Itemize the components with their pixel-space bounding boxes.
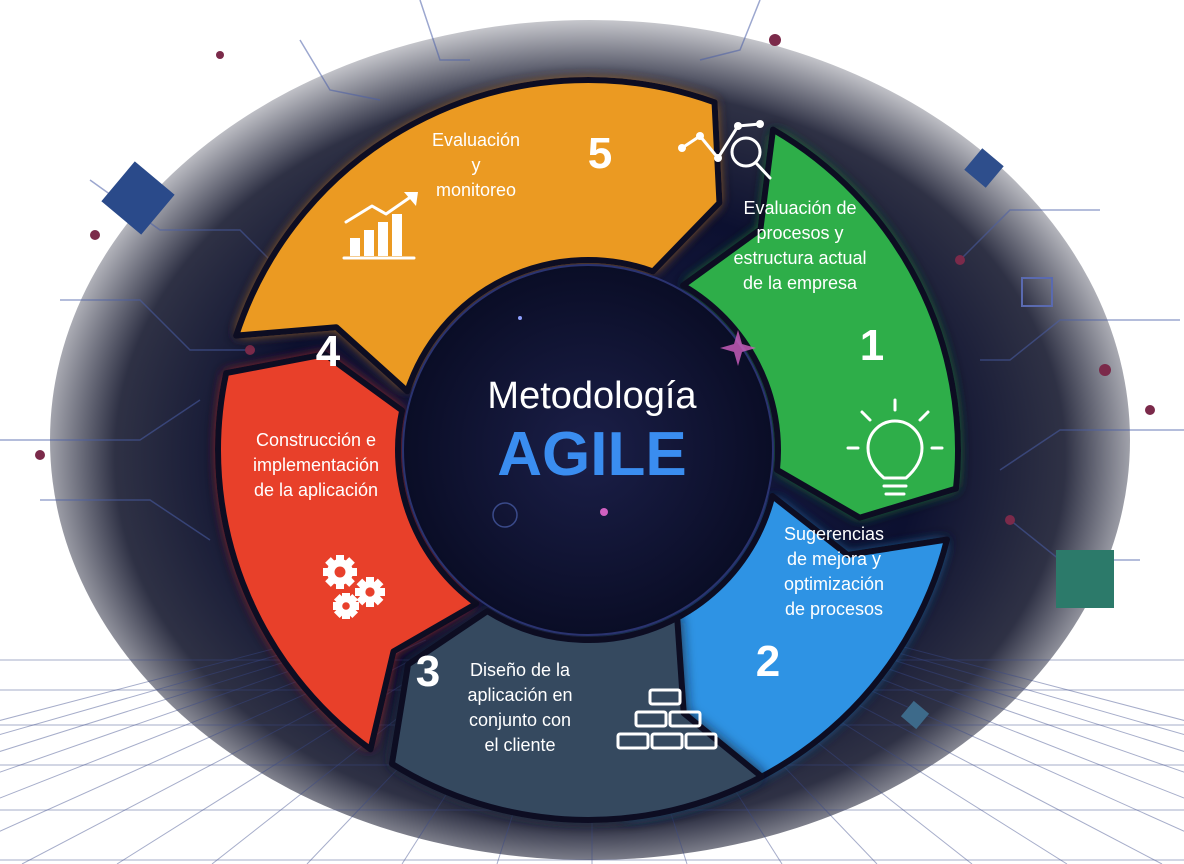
segment-2-label-line: de procesos [785, 599, 883, 619]
segment-3-label-line: el cliente [484, 735, 555, 755]
segment-4 [215, 351, 480, 753]
growth-chart-icon [342, 192, 418, 260]
center-subtitle: AGILE [497, 420, 686, 489]
floating-squares [101, 148, 1114, 730]
segment-4-number: 4 [316, 327, 341, 376]
segment-1-label-line: procesos y [756, 223, 843, 243]
segment-icons [323, 120, 944, 750]
segment-3 [388, 608, 765, 823]
center-circle [403, 265, 773, 635]
segment-5 [233, 77, 723, 395]
segment-5-number: 5 [588, 129, 612, 178]
sparkles [518, 316, 756, 516]
segment-1-label-line: estructura actual [733, 248, 866, 268]
segment-4-label-line: Construcción e [256, 430, 376, 450]
analytics-magnifier-icon [678, 120, 772, 180]
building-blocks-icon [616, 688, 718, 750]
gears-icon [323, 555, 385, 619]
segment-1-label-line: Evaluación de [743, 198, 856, 218]
segment-1-label-line: de la empresa [743, 273, 858, 293]
lightbulb-icon [846, 398, 944, 496]
segment-2-label-line: Sugerencias [784, 524, 884, 544]
segment-3-label-line: conjunto con [469, 710, 571, 730]
segment-4-label-line: de la aplicación [254, 480, 378, 500]
segment-5-label-line: y [472, 155, 481, 175]
segment-5-label-line: Evaluación [432, 130, 520, 150]
segment-2-label-line: optimización [784, 574, 884, 594]
segment-4-label-line: implementación [253, 455, 379, 475]
segment-5-label-line: monitoreo [436, 180, 516, 200]
segment-labels: Evaluación de procesos y estructura actual… [253, 129, 884, 755]
segment-2-label-line: de mejora y [787, 549, 881, 569]
segment-3-label-line: Diseño de la [470, 660, 571, 680]
decor-ring [492, 502, 518, 528]
center-title: Metodología [487, 375, 697, 417]
segment-1-number: 1 [860, 321, 884, 370]
segment-3-number: 3 [416, 647, 440, 696]
segment-2-number: 2 [756, 637, 780, 686]
center-ring [402, 264, 774, 636]
segment-3-label-line: aplicación en [467, 685, 572, 705]
